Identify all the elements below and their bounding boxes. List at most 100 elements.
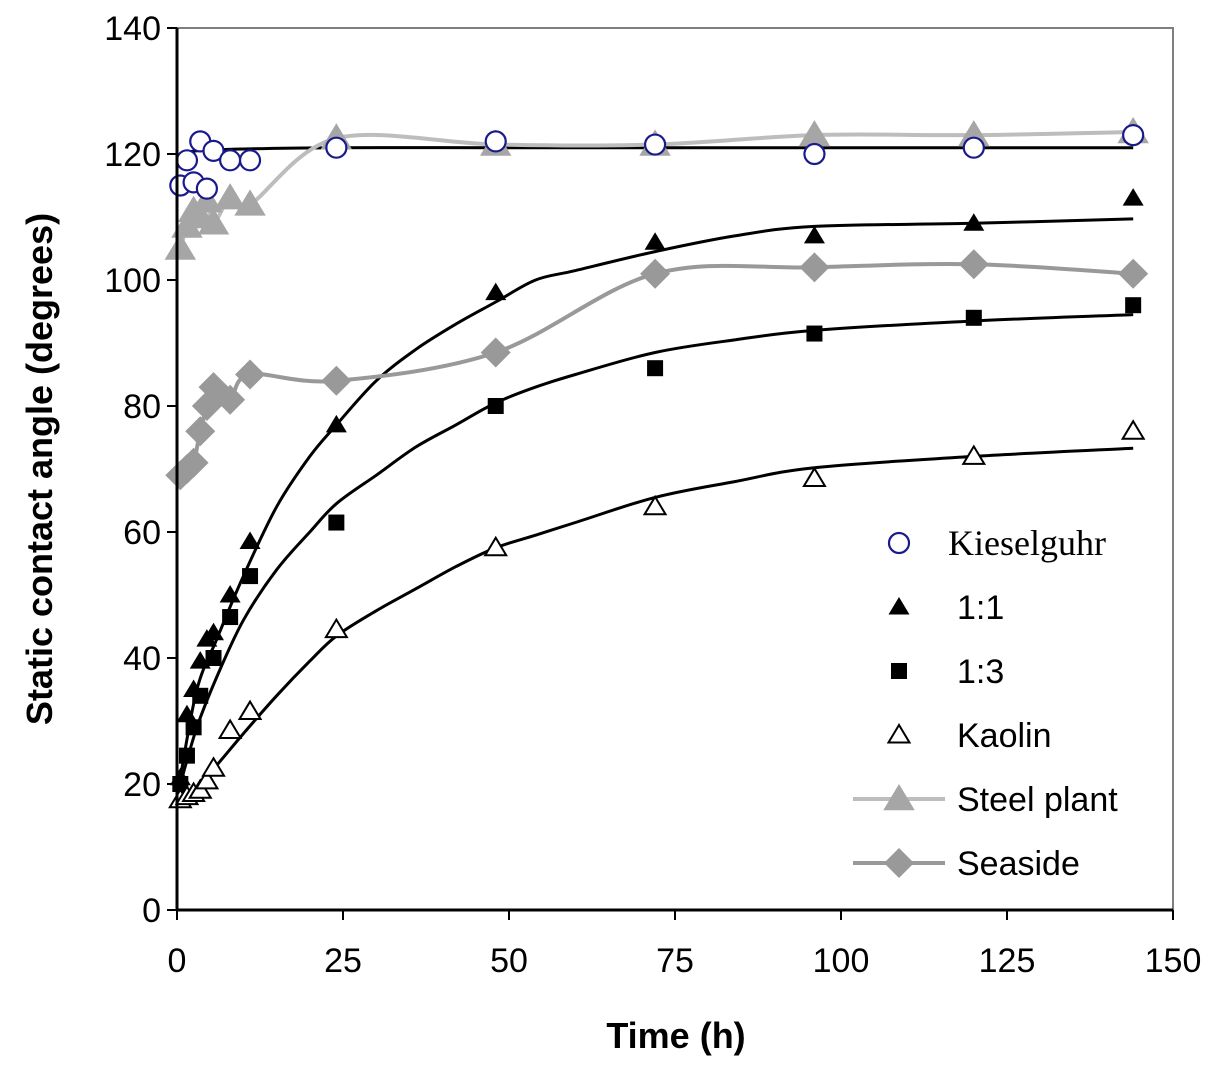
data-point-1-1 — [183, 679, 205, 697]
y-tick-label: 0 — [142, 892, 161, 930]
legend-marker — [888, 597, 910, 615]
data-point-seaside — [799, 252, 830, 283]
axis-ticks: 0 20 40 60 80 100 120 140 0 25 50 75 100 125 150 — [104, 10, 1201, 980]
x-tick-label: 0 — [168, 942, 187, 980]
legend-marker — [883, 784, 915, 811]
legend-item-1-1: 1:1 — [888, 589, 1004, 627]
y-tick-label: 60 — [123, 514, 161, 552]
y-tick-label: 100 — [104, 262, 161, 300]
data-point-1-1 — [1122, 188, 1144, 206]
legend-marker — [887, 531, 911, 555]
data-point-1-3 — [647, 360, 664, 377]
data-point-seaside — [178, 447, 209, 478]
data-point-seaside — [640, 258, 671, 289]
y-axis-title: Static contact angle (degrees) — [19, 213, 60, 725]
data-point-1-1 — [176, 704, 198, 723]
x-tick-label: 25 — [324, 942, 362, 980]
data-point-1-1 — [203, 622, 225, 641]
data-point-1-3 — [205, 650, 222, 666]
data-point-1-1 — [169, 767, 191, 786]
data-point-1-1 — [803, 225, 825, 244]
legend-item-kaolin: Kaolin — [886, 717, 1052, 755]
data-point-steel-plant — [234, 189, 266, 216]
data-point-kaolin — [642, 494, 668, 516]
data-point-kieselguhr — [175, 149, 199, 172]
legend-item-seaside: Seaside — [853, 845, 1080, 883]
legend-label: 1:1 — [957, 589, 1004, 627]
data-point-1-1 — [189, 651, 211, 669]
connector-lines — [178, 130, 1134, 477]
legend-marker — [891, 663, 907, 679]
data-point-steel-plant — [214, 183, 246, 210]
data-point-1-1 — [963, 213, 985, 231]
legend-label: Seaside — [957, 845, 1080, 883]
data-point-kaolin — [324, 617, 349, 639]
x-tick-label: 100 — [813, 942, 870, 980]
legend-item-1-3: 1:3 — [891, 653, 1004, 691]
legend-label: Steel plant — [957, 781, 1118, 819]
data-point-1-3 — [178, 747, 195, 764]
legend-item-kieselguhr: Kieselguhr — [887, 523, 1106, 563]
data-point-kaolin — [194, 768, 220, 790]
fit-line-kieselguhr — [179, 146, 1134, 156]
data-point-1-3 — [222, 609, 239, 626]
y-tick-label: 20 — [123, 766, 161, 804]
plot-area-frame — [176, 27, 1174, 911]
data-point-1-1 — [239, 531, 261, 549]
data-point-steel-plant — [958, 120, 990, 147]
data-point-kaolin — [802, 466, 827, 487]
data-point-1-3 — [487, 398, 504, 414]
data-point-kieselguhr — [962, 136, 985, 159]
data-point-seaside — [480, 337, 511, 368]
data-point-seaside — [321, 365, 352, 396]
legend-marker — [886, 723, 912, 744]
data-point-1-3 — [185, 719, 202, 736]
data-point-kieselguhr — [484, 130, 507, 153]
legend-label: Kaolin — [957, 717, 1052, 755]
x-tick-label: 75 — [656, 942, 694, 980]
data-markers — [164, 116, 1149, 809]
legend-label: 1:3 — [957, 653, 1004, 691]
data-point-kieselguhr — [195, 177, 218, 200]
data-point-kieselguhr — [1122, 124, 1145, 147]
data-point-kieselguhr — [219, 149, 242, 172]
legend-label: Kieselguhr — [948, 523, 1106, 563]
data-point-seaside — [1118, 258, 1149, 289]
data-point-kaolin — [237, 699, 263, 721]
data-point-kieselguhr — [238, 149, 262, 172]
data-point-kaolin — [1120, 419, 1146, 440]
data-point-kaolin — [961, 444, 987, 465]
data-point-steel-plant — [197, 208, 230, 235]
data-point-1-1 — [325, 414, 347, 433]
data-point-seaside — [235, 359, 266, 390]
data-point-steel-plant — [798, 120, 831, 147]
data-point-seaside — [185, 416, 216, 447]
legend: Kieselguhr 1:1 1:3 Kaolin Steel plant Seaside — [853, 523, 1118, 883]
legend-marker — [884, 848, 914, 878]
y-tick-label: 40 — [123, 640, 161, 678]
data-point-1-1 — [219, 585, 241, 603]
x-tick-label: 50 — [490, 942, 528, 980]
data-point-kaolin — [201, 756, 226, 777]
data-point-kieselguhr — [643, 133, 667, 156]
x-tick-label: 150 — [1145, 942, 1202, 980]
data-point-kaolin — [483, 535, 508, 557]
legend-item-steel-plant: Steel plant — [853, 781, 1118, 819]
data-point-seaside — [958, 249, 989, 280]
y-tick-label: 80 — [123, 388, 161, 426]
data-point-steel-plant — [164, 233, 197, 260]
data-point-kaolin — [217, 718, 243, 739]
data-point-kieselguhr — [803, 142, 826, 166]
data-point-1-1 — [485, 282, 507, 301]
data-point-kieselguhr — [202, 139, 225, 162]
y-tick-label: 120 — [104, 136, 161, 174]
y-tick-label: 140 — [104, 10, 161, 48]
data-point-1-3 — [1125, 297, 1142, 314]
data-point-1-3 — [806, 325, 823, 342]
data-point-1-3 — [242, 568, 259, 585]
data-point-1-1 — [644, 232, 666, 250]
data-point-1-3 — [328, 514, 345, 531]
data-point-seaside — [215, 384, 246, 415]
data-point-1-3 — [965, 309, 982, 326]
